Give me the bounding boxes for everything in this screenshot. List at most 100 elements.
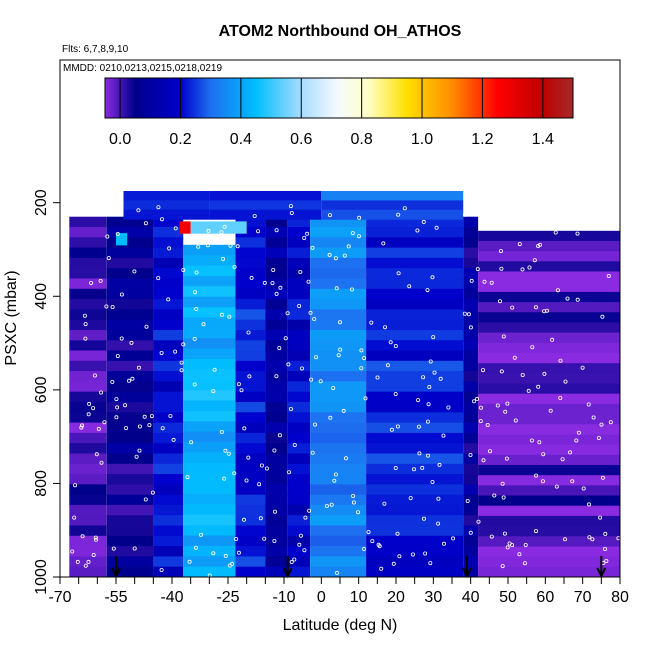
heatmap-cell [366,299,464,310]
heatmap-cell [153,330,184,341]
sample-point [396,212,401,217]
sample-point [580,365,585,370]
heatmap-cell [478,424,620,436]
sample-point [114,397,119,402]
sample-point [110,304,115,309]
sample-point [144,324,149,329]
sample-point [462,311,467,316]
heatmap-cell [463,330,479,341]
heatmap-cell [235,453,266,465]
heatmap-cell [366,391,464,403]
heatmap-cell [310,257,367,269]
sample-point [476,519,481,524]
heatmap-cell [310,350,367,362]
sample-point [563,537,568,542]
sample-point [596,435,601,440]
sample-point [289,560,294,565]
sample-point [428,359,433,364]
heatmap-cell [69,556,107,568]
sample-point [142,414,147,419]
heatmap-cell [69,360,107,372]
heatmap-cell [310,227,367,238]
sample-point [72,515,77,520]
sample-point [520,267,525,272]
sample-point [223,553,228,558]
heatmap-cell [183,525,236,537]
heatmap-cell [310,494,367,506]
sample-point [395,531,400,536]
sample-point [343,456,348,461]
heatmap-cell [153,371,184,382]
sample-point [124,426,129,431]
heatmap-cell [106,422,154,434]
heatmap-cell [478,566,620,577]
heatmap-cell [106,371,154,382]
sample-point [136,365,141,370]
sample-point [91,553,96,558]
heatmap-cell [463,288,479,300]
heatmap-cell [209,191,322,201]
sample-point [558,395,563,400]
sample-point [308,310,313,315]
heatmap-cell [366,535,464,547]
heatmap-cell [153,525,184,537]
heatmap-cell [69,453,107,465]
flight-track-arrows [111,556,607,579]
x-tick-label: 30 [424,589,442,606]
heatmap-cell [235,432,266,444]
heatmap-cell [366,319,464,331]
sample-point [382,501,387,506]
sample-point [327,252,332,257]
heatmap-cell [106,402,154,413]
sample-point [586,402,591,407]
sample-point [286,470,291,475]
dates-note: MMDD: 0210,0213,0215,0218,0219 [63,63,222,74]
sample-point [75,203,80,208]
y-axis-label: PSXC (mbar) [3,270,20,365]
sample-point [425,453,430,458]
heatmap-cell [366,381,464,393]
heatmap-cell [69,525,107,537]
heatmap-cell [106,340,154,352]
sample-point [472,399,477,404]
heatmap-cell [310,504,367,516]
sample-point [106,256,111,261]
heatmap-cell [366,237,464,249]
heatmap-cell [153,515,184,527]
sample-point [599,422,604,427]
heatmap-cell [69,566,107,577]
heatmap-cell [287,268,311,280]
down-arrow-icon [282,556,293,579]
heatmap-cell [106,453,154,465]
heatmap-cell [265,402,288,413]
heatmap-cell [366,556,464,568]
colorbar-tick-label: 1.0 [411,131,433,148]
heatmap-cell [265,278,288,290]
y-tick-label: 1000 [33,559,50,595]
heatmap-cell [153,546,184,557]
sample-point [575,231,580,236]
heatmap-cell [366,371,464,382]
heatmap-cell [183,535,236,547]
sample-point [168,413,173,418]
heatmap-cell [463,515,479,527]
heatmap-cell [183,338,236,350]
x-tick-label: 50 [499,589,517,606]
sample-point [305,231,310,236]
heatmap-cell [183,400,236,412]
sample-point [337,320,342,325]
heatmap-cell [310,412,367,424]
sample-point [540,479,545,484]
heatmap-cell [366,216,464,228]
heatmap-cell [153,422,184,434]
heatmap-cell [287,216,311,228]
sample-point [421,219,426,224]
sample-point [375,375,380,380]
sample-point [329,502,334,507]
heatmap-cell [235,268,266,280]
heatmap-cell [69,299,107,310]
sample-point [285,311,290,316]
heatmap-cell [310,309,367,321]
sample-point [333,256,338,261]
x-tick-label: 60 [536,589,554,606]
